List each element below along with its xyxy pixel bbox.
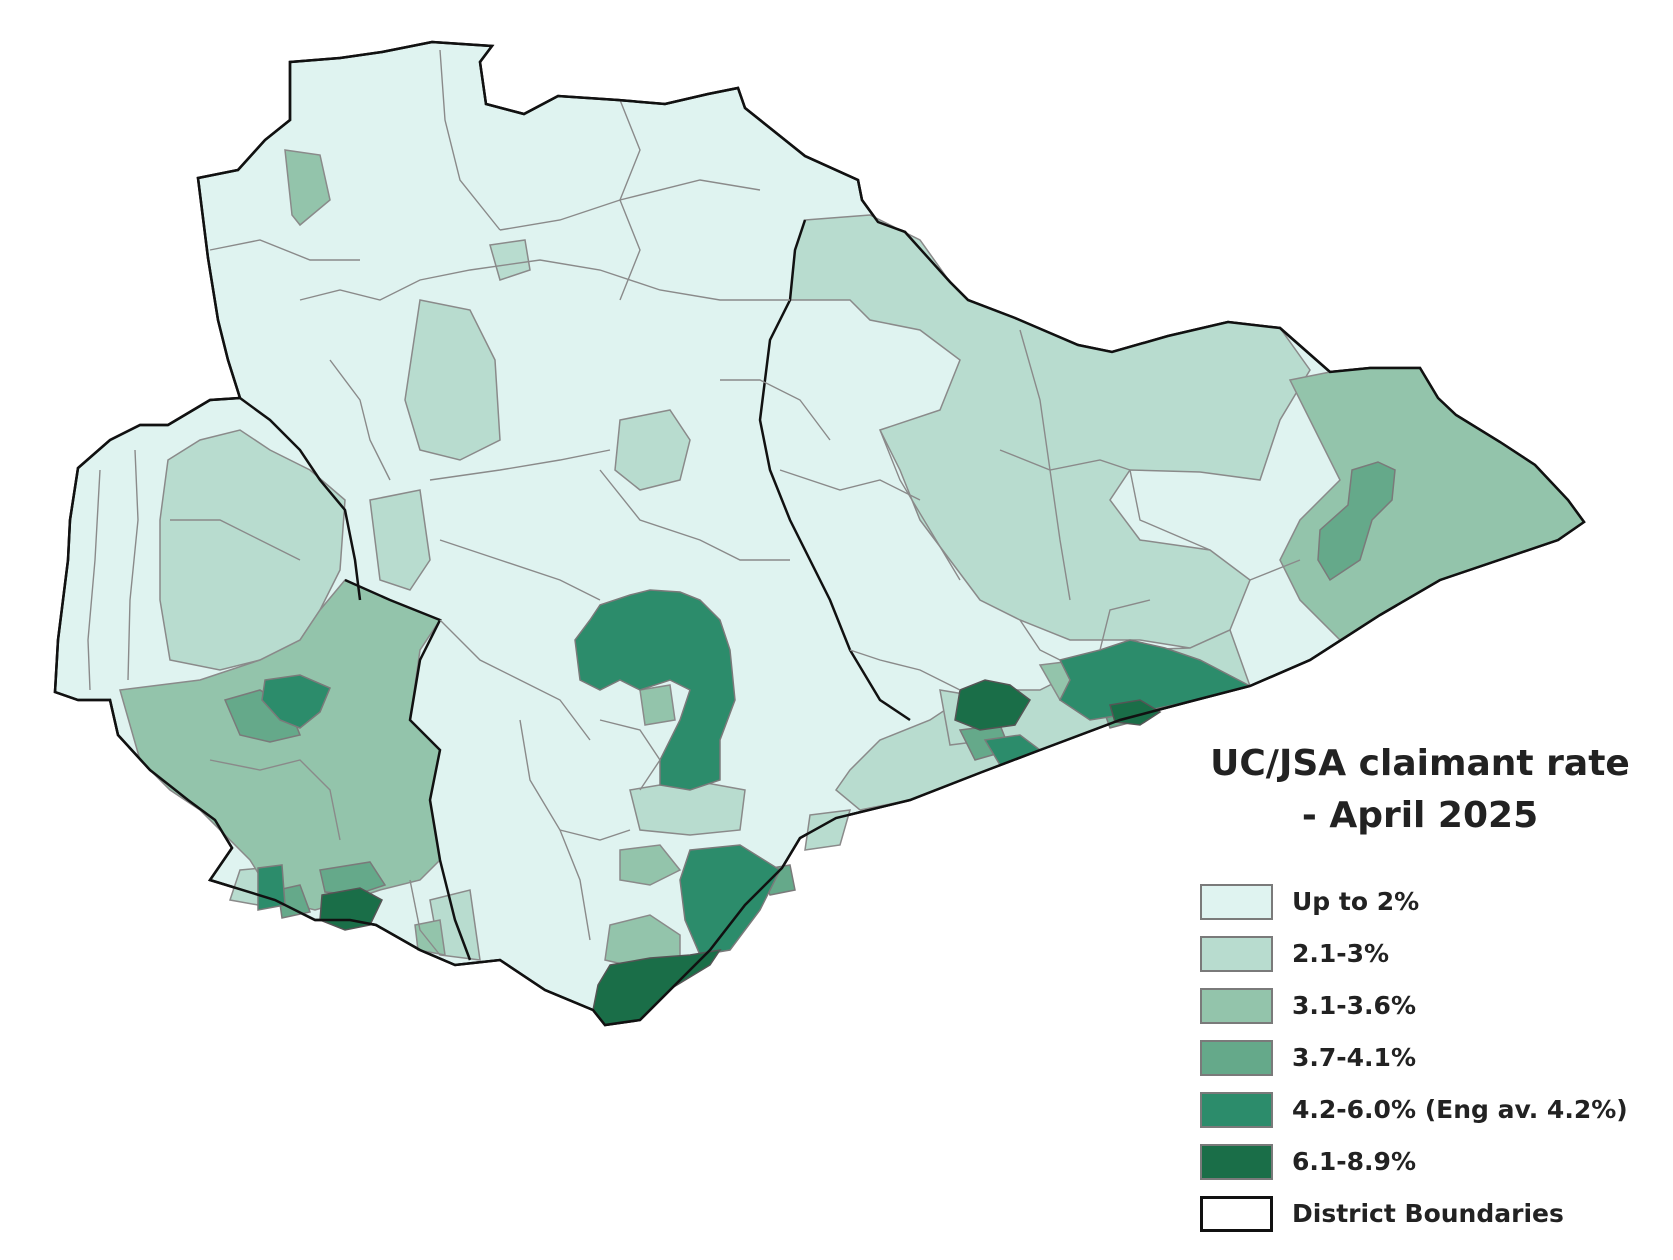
district-boundary xyxy=(758,219,911,722)
legend-swatch-boundary xyxy=(1200,1196,1273,1232)
county-outline-stroke xyxy=(53,40,1586,1027)
ward xyxy=(319,861,387,896)
wards-class-3 xyxy=(119,149,1586,969)
ward-line xyxy=(1019,619,1061,661)
ward-line xyxy=(170,519,301,561)
legend-label: 2.1-3% xyxy=(1292,939,1390,968)
ward xyxy=(284,149,331,227)
legend-swatch xyxy=(1200,988,1273,1024)
ward xyxy=(404,299,501,461)
ward xyxy=(223,689,302,743)
ward-line xyxy=(87,469,101,691)
ward-line xyxy=(999,449,1131,471)
district-boundaries xyxy=(239,219,911,961)
wards-class-5 xyxy=(257,589,1253,956)
ward xyxy=(369,489,431,591)
ward-line xyxy=(599,469,790,561)
ward-line xyxy=(299,259,790,301)
ward-line xyxy=(499,179,761,231)
ward xyxy=(639,684,676,726)
ward-line xyxy=(1019,329,1071,601)
legend-swatch xyxy=(1200,936,1273,972)
ward xyxy=(574,589,736,791)
ward-line xyxy=(409,879,441,956)
ward xyxy=(414,919,446,956)
ward-line xyxy=(429,449,611,481)
ward-line xyxy=(779,469,921,501)
ward-line xyxy=(127,449,139,681)
ward xyxy=(804,809,852,851)
legend-swatch xyxy=(1200,1144,1273,1180)
ward-boundaries xyxy=(87,49,1301,956)
legend-label: 3.1-3.6% xyxy=(1292,991,1416,1020)
ward xyxy=(489,239,531,281)
ward xyxy=(679,844,781,956)
ward xyxy=(619,844,682,886)
ward xyxy=(954,679,1031,731)
legend-swatch xyxy=(1200,1040,1273,1076)
legend-label: 6.1-8.9% xyxy=(1292,1147,1416,1176)
ward xyxy=(277,884,312,919)
ward-line xyxy=(720,379,831,441)
ward-line xyxy=(599,719,661,791)
map-title-line-1: UC/JSA claimant rate xyxy=(1210,743,1630,784)
ward-line xyxy=(1249,559,1301,581)
ward xyxy=(1279,367,1586,641)
ward-line xyxy=(329,359,391,481)
ward-line xyxy=(209,239,360,261)
district-boundary xyxy=(344,578,472,961)
ward xyxy=(1317,461,1396,582)
ward-line xyxy=(559,829,631,841)
legend-label: 3.7-4.1% xyxy=(1292,1043,1416,1072)
legend-label: 4.2-6.0% (Eng av. 4.2%) xyxy=(1292,1095,1628,1124)
ward-line xyxy=(209,759,341,841)
legend-label: District Boundaries xyxy=(1292,1199,1564,1228)
ward-line xyxy=(1099,599,1151,651)
ward xyxy=(261,674,331,729)
legend-swatch xyxy=(1200,1092,1273,1128)
map-title: UC/JSA claimant rate - April 2025 xyxy=(1180,738,1660,842)
ward-line xyxy=(1129,469,1211,551)
legend-label: Up to 2% xyxy=(1292,887,1420,916)
ward-line xyxy=(849,649,961,691)
ward-line xyxy=(439,539,601,601)
legend-swatch xyxy=(1200,884,1273,920)
ward-line xyxy=(879,429,961,581)
ward-line xyxy=(439,49,501,231)
ward-line xyxy=(439,619,591,741)
district-boundary xyxy=(239,396,362,601)
map-title-line-2: - April 2025 xyxy=(1301,795,1539,836)
ward xyxy=(614,409,691,491)
